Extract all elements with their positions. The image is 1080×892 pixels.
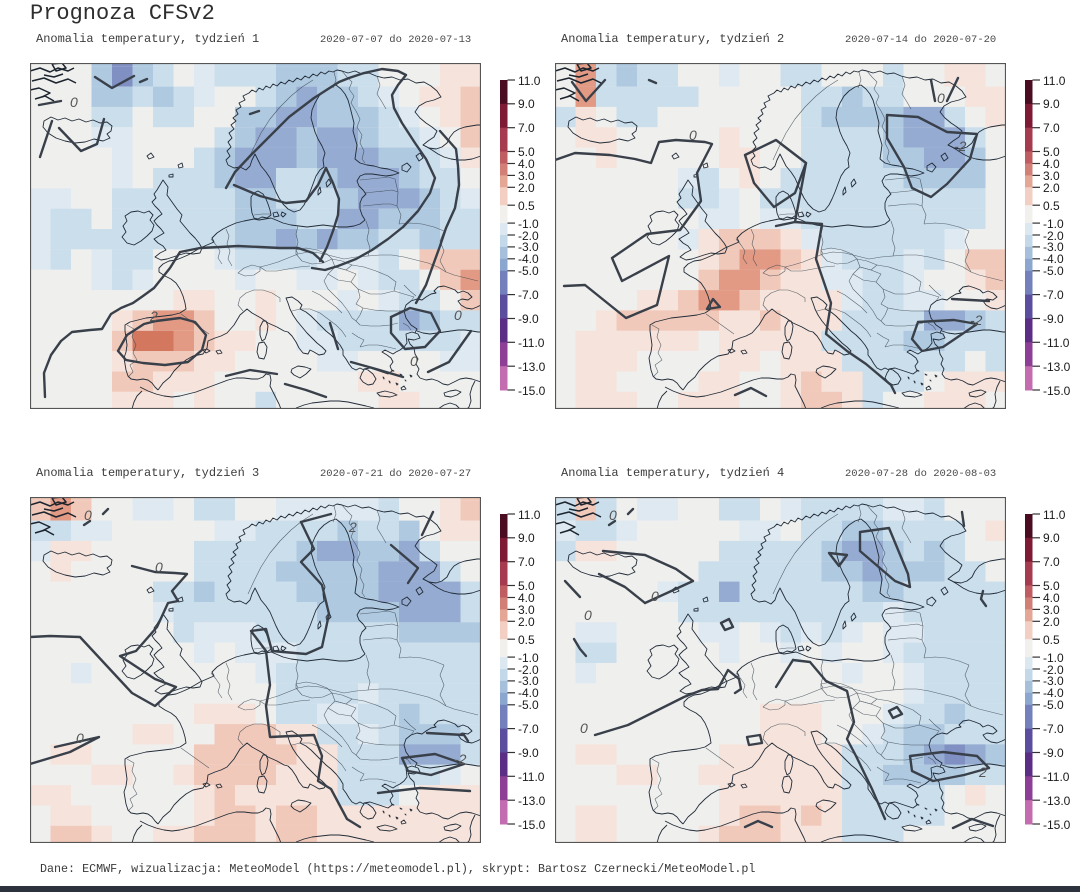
svg-text:0: 0 (454, 307, 462, 323)
svg-text:0: 0 (580, 720, 588, 736)
svg-text:0: 0 (155, 559, 163, 575)
svg-text:0: 0 (689, 127, 697, 143)
svg-text:0: 0 (70, 94, 78, 110)
svg-text:0: 0 (410, 353, 418, 369)
svg-text:-2: -2 (954, 138, 967, 154)
svg-text:0: 0 (76, 730, 84, 746)
svg-text:0: 0 (651, 588, 659, 604)
svg-text:0: 0 (937, 90, 945, 106)
svg-text:2: 2 (978, 764, 987, 780)
svg-text:-2: -2 (454, 751, 467, 767)
svg-text:0: 0 (84, 507, 92, 523)
svg-text:-2: -2 (970, 312, 983, 328)
svg-text:2: 2 (149, 308, 158, 324)
svg-text:2: 2 (348, 519, 357, 535)
svg-text:0: 0 (609, 507, 617, 523)
svg-text:0: 0 (584, 607, 592, 623)
